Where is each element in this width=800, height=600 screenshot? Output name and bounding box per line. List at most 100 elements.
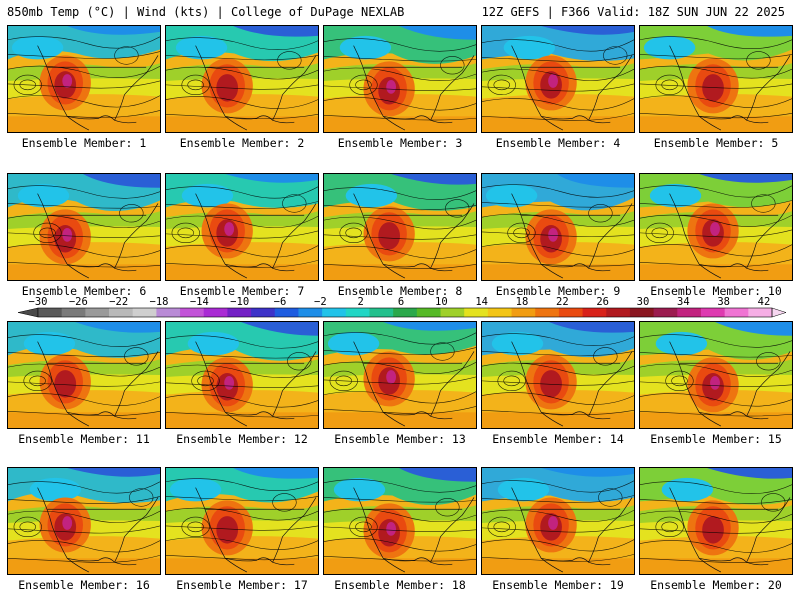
temperature-colorbar bbox=[17, 307, 787, 318]
member-caption: Ensemble Member: 14 bbox=[492, 432, 624, 446]
colorbar-segment bbox=[677, 308, 702, 317]
colorbar-segment bbox=[38, 308, 63, 317]
temperature-wind-field bbox=[482, 322, 634, 428]
colorbar-segment bbox=[227, 308, 252, 317]
member-caption: Ensemble Member: 13 bbox=[334, 432, 466, 446]
member-caption: Ensemble Member: 2 bbox=[179, 136, 305, 150]
colorbar-segment bbox=[251, 308, 276, 317]
member-caption: Ensemble Member: 7 bbox=[179, 284, 305, 298]
colorbar-segment bbox=[416, 308, 442, 317]
colorbar-segment bbox=[629, 308, 655, 317]
member-caption: Ensemble Member: 11 bbox=[18, 432, 150, 446]
ensemble-member-map bbox=[639, 321, 793, 429]
run-valid-time: 12Z GEFS | F366 Valid: 18Z SUN JUN 22 20… bbox=[481, 5, 785, 19]
ensemble-member-map bbox=[165, 173, 319, 281]
member-caption: Ensemble Member: 12 bbox=[176, 432, 308, 446]
temperature-wind-field bbox=[324, 174, 476, 280]
colorbar-segment bbox=[653, 308, 678, 317]
member-caption: Ensemble Member: 19 bbox=[492, 578, 624, 592]
temperature-wind-field bbox=[8, 468, 160, 574]
colorbar-tick-label: 42 bbox=[757, 296, 771, 308]
ensemble-member-map bbox=[481, 173, 635, 281]
member-caption: Ensemble Member: 6 bbox=[21, 284, 147, 298]
member-caption: Ensemble Member: 16 bbox=[18, 578, 150, 592]
colorbar-segment bbox=[582, 308, 607, 317]
colorbar-tick-labels: −30 −26 −22 −18 −14 −10 −6 −2 2 6 10 14 18 22 26 30 34 38… bbox=[0, 296, 800, 308]
member-caption: Ensemble Member: 15 bbox=[650, 432, 782, 446]
colorbar-tick-label: 6 bbox=[397, 296, 405, 308]
temperature-wind-field bbox=[324, 26, 476, 132]
colorbar-segment bbox=[464, 308, 489, 317]
ensemble-member-map bbox=[7, 173, 161, 281]
ensemble-member-map bbox=[639, 173, 793, 281]
temperature-wind-field bbox=[166, 322, 318, 428]
ensemble-member-map bbox=[323, 467, 477, 575]
colorbar-segment bbox=[85, 308, 110, 317]
colorbar-segment bbox=[535, 308, 560, 317]
colorbar-tick-label: 18 bbox=[515, 296, 529, 308]
ensemble-member-map bbox=[165, 25, 319, 133]
member-caption: Ensemble Member: 17 bbox=[176, 578, 308, 592]
temperature-wind-field bbox=[166, 26, 318, 132]
temperature-wind-field bbox=[482, 468, 634, 574]
colorbar-segment bbox=[156, 308, 181, 317]
colorbar-segment bbox=[700, 308, 726, 317]
colorbar-tick-label: 2 bbox=[357, 296, 364, 308]
ensemble-member-map bbox=[639, 467, 793, 575]
colorbar-segment bbox=[109, 308, 134, 317]
colorbar-segment bbox=[748, 308, 773, 317]
colorbar-tick-label: −26 bbox=[68, 296, 88, 308]
colorbar-tick-label: 26 bbox=[596, 296, 609, 308]
colorbar-tick-label: 38 bbox=[717, 296, 730, 308]
ensemble-member-map bbox=[481, 321, 635, 429]
colorbar-tick-label: −10 bbox=[230, 296, 250, 308]
temperature-wind-field bbox=[324, 468, 476, 574]
ensemble-member-map bbox=[7, 467, 161, 575]
colorbar-segment bbox=[487, 308, 513, 317]
colorbar-segment bbox=[203, 308, 228, 317]
ensemble-member-map bbox=[481, 25, 635, 133]
colorbar-segment bbox=[393, 308, 418, 317]
colorbar-tick-label: −22 bbox=[109, 296, 129, 308]
member-caption: Ensemble Member: 5 bbox=[653, 136, 779, 150]
colorbar-segment bbox=[180, 308, 205, 317]
ensemble-member-map bbox=[165, 321, 319, 429]
colorbar-tick-label: 30 bbox=[636, 296, 650, 308]
temperature-wind-field bbox=[8, 174, 160, 280]
colorbar-segment bbox=[440, 308, 465, 317]
colorbar-tick-label: −2 bbox=[314, 296, 327, 308]
colorbar-segment bbox=[511, 308, 536, 317]
colorbar-tick-label: 14 bbox=[475, 296, 488, 308]
temperature-wind-field bbox=[166, 468, 318, 574]
ensemble-member-map bbox=[165, 467, 319, 575]
ensemble-member-map bbox=[7, 25, 161, 133]
temperature-wind-field bbox=[640, 468, 792, 574]
colorbar-tick-label: −14 bbox=[189, 296, 209, 308]
temperature-wind-field bbox=[640, 322, 792, 428]
temperature-wind-field bbox=[482, 174, 634, 280]
member-caption: Ensemble Member: 1 bbox=[21, 136, 147, 150]
colorbar-segment bbox=[274, 308, 299, 317]
ensemble-member-map bbox=[323, 25, 477, 133]
map-title: 850mb Temp (°C) | Wind (kts) | College o… bbox=[7, 5, 405, 19]
ensemble-member-map bbox=[323, 173, 477, 281]
temperature-wind-field bbox=[8, 322, 160, 428]
colorbar-tick-label: 34 bbox=[677, 296, 690, 308]
colorbar-segment bbox=[61, 308, 86, 317]
colorbar-tick-label: −30 bbox=[28, 296, 48, 308]
temperature-wind-field bbox=[8, 26, 160, 132]
colorbar-segment bbox=[606, 308, 631, 317]
colorbar-tick-label: −6 bbox=[273, 296, 287, 308]
colorbar-segment bbox=[132, 308, 157, 317]
ensemble-member-map bbox=[481, 467, 635, 575]
temperature-wind-field bbox=[324, 322, 476, 428]
colorbar-tick-label: 22 bbox=[556, 296, 569, 308]
ensemble-member-map bbox=[7, 321, 161, 429]
colorbar-segment bbox=[322, 308, 347, 317]
colorbar-segment bbox=[724, 308, 749, 317]
colorbar-segment bbox=[558, 308, 584, 317]
member-caption: Ensemble Member: 20 bbox=[650, 578, 782, 592]
member-caption: Ensemble Member: 10 bbox=[650, 284, 782, 298]
temperature-wind-field bbox=[640, 174, 792, 280]
